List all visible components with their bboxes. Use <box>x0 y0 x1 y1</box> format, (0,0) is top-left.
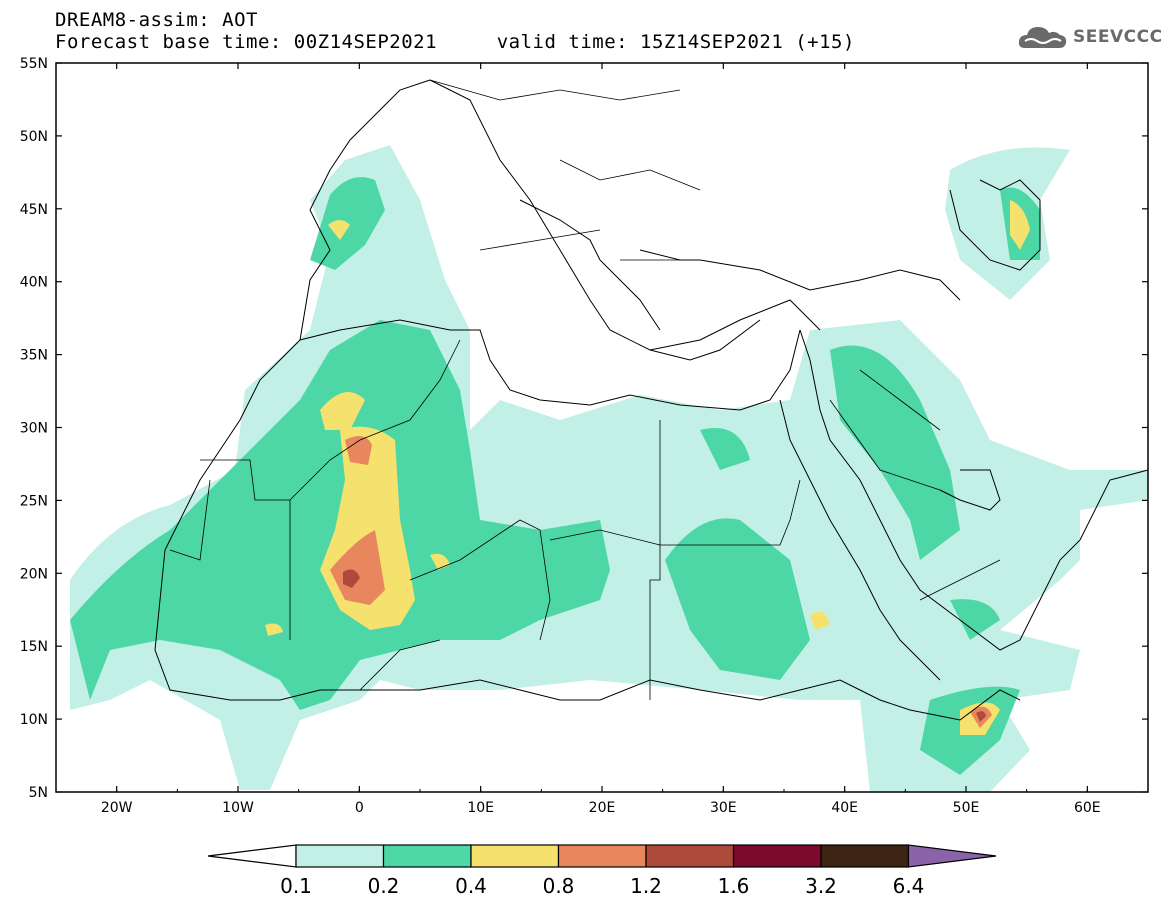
colorbar-swatch <box>295 844 385 868</box>
colorbar: 0.1 0.2 0.4 0.8 1.2 1.6 3.2 6.4 <box>207 844 997 898</box>
lon-tick-label: 20W <box>101 800 133 816</box>
lat-tick-label: 30N <box>20 421 48 437</box>
lon-tick-label: 40E <box>831 800 858 816</box>
lat-tick-label: 40N <box>20 275 48 291</box>
colorbar-under-arrow <box>207 844 297 868</box>
aot-band-1.2 <box>343 569 986 722</box>
lat-tick-label: 15N <box>20 639 48 655</box>
colorbar-label: 1.2 <box>630 874 662 898</box>
colorbar-label: 6.4 <box>893 874 925 898</box>
lat-tick-label: 25N <box>20 493 48 509</box>
colorbar-label: 1.6 <box>718 874 750 898</box>
colorbar-label: 3.2 <box>805 874 837 898</box>
lon-tick-label: 10W <box>222 800 254 816</box>
colorbar-swatch <box>470 844 560 868</box>
aot-field <box>70 145 1148 792</box>
coastlines <box>154 79 1148 721</box>
lon-tick-label: 10E <box>467 800 494 816</box>
colorbar-over-arrow <box>907 844 997 868</box>
colorbar-swatch <box>557 844 647 868</box>
lon-tick-label: 50E <box>953 800 980 816</box>
lat-tick-label: 45N <box>20 202 48 218</box>
latitude-axis: 55N 50N 45N 40N 35N 30N 25N 20N 15N 10N 5N <box>20 56 1148 801</box>
lat-tick-label: 55N <box>20 56 48 72</box>
map-title: DREAM8-assim: AOT <box>55 9 258 31</box>
colorbar-label: 0.1 <box>280 874 312 898</box>
longitude-axis: 20W 10W 0 10E 20E 30E 40E 50E 60E <box>55 63 1149 816</box>
colorbar-label: 0.8 <box>543 874 575 898</box>
lon-tick-label: 0 <box>355 800 364 816</box>
colorbar-swatch <box>820 844 910 868</box>
lat-tick-label: 10N <box>20 712 48 728</box>
logo-text: SEEVCCC <box>1073 27 1163 47</box>
seevccc-logo: SEEVCCC <box>1017 22 1163 52</box>
lat-tick-label: 5N <box>29 785 48 801</box>
colorbar-label: 0.2 <box>368 874 400 898</box>
colorbar-swatch <box>382 844 472 868</box>
lat-tick-label: 20N <box>20 566 48 582</box>
colorbar-swatch <box>732 844 822 868</box>
borders <box>169 79 1001 700</box>
lat-tick-label: 35N <box>20 348 48 364</box>
colorbar-label: 0.4 <box>455 874 487 898</box>
lon-tick-label: 30E <box>710 800 737 816</box>
aot-band-0.8 <box>330 436 992 728</box>
lon-tick-label: 20E <box>589 800 616 816</box>
map-subtitle: Forecast base time: 00Z14SEP2021 valid t… <box>55 31 855 53</box>
lon-tick-label: 60E <box>1074 800 1101 816</box>
cloud-icon <box>1018 27 1067 48</box>
colorbar-swatch <box>645 844 735 868</box>
lat-tick-label: 50N <box>20 129 48 145</box>
